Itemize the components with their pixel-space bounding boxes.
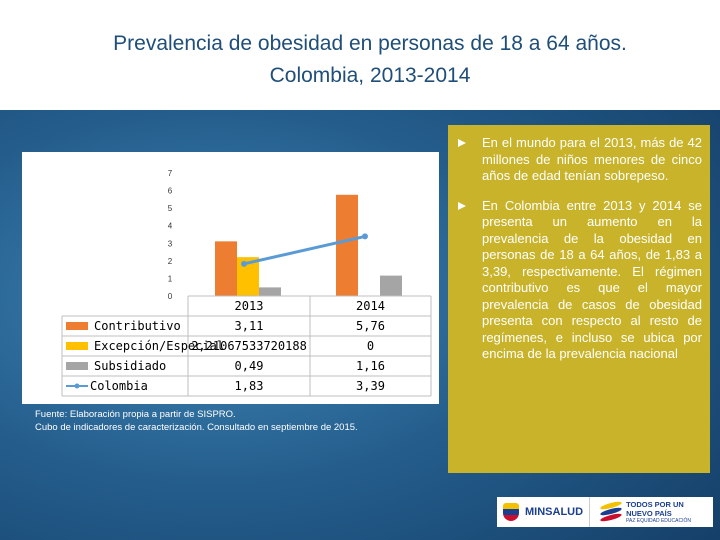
- pais-line2: NUEVO PAÍS: [626, 509, 672, 518]
- pais-line1: TODOS POR UN: [626, 500, 684, 509]
- todos-por-un-nuevo-pais-logo: TODOS POR UN NUEVO PAÍS PAZ EQUIDAD EDUC…: [590, 500, 691, 524]
- bullet-text: En el mundo para el 2013, más de 42 mill…: [482, 135, 702, 183]
- bar: [380, 275, 402, 296]
- line-point: [241, 260, 247, 267]
- side-panel: En el mundo para el 2013, más de 42 mill…: [448, 125, 710, 473]
- y-tick-label: 3: [168, 239, 173, 248]
- table-value: 0: [367, 339, 374, 353]
- bullet-text: En Colombia entre 2013 y 2014 se present…: [482, 197, 702, 362]
- y-tick-label: 1: [168, 274, 173, 283]
- legend-swatch: [66, 322, 88, 330]
- table-value: 2,21067533720188: [191, 339, 307, 353]
- bar: [259, 287, 281, 296]
- y-tick-label: 2: [168, 257, 173, 266]
- y-tick-label: 6: [168, 187, 173, 196]
- y-tick-label: 7: [168, 169, 173, 178]
- triangle-bullet-icon: [458, 201, 466, 210]
- minsalud-label: MINSALUD: [525, 506, 584, 518]
- source-note: Fuente: Elaboración propia a partir de S…: [35, 408, 395, 434]
- slide-title-line2: Colombia, 2013-2014: [269, 64, 471, 87]
- y-tick-label: 0: [168, 292, 173, 301]
- source-line1: Fuente: Elaboración propia a partir de S…: [35, 409, 236, 420]
- logo-strip: MINSALUD TODOS POR UN NUEVO PAÍS PAZ EQU…: [497, 497, 713, 527]
- slide-header: Prevalencia de obesidad en personas de 1…: [0, 0, 720, 110]
- chart-card: 0 1 2 3 4 5 6 7 2013 2014 Contributivo 3,11 5,76 Exce…: [22, 152, 439, 404]
- legend-label: Contributivo: [94, 319, 181, 333]
- minsalud-logo: MINSALUD: [497, 497, 591, 527]
- table-value: 3,39: [356, 379, 385, 393]
- table-category-label: 2014: [356, 299, 385, 313]
- table-value: 0,49: [235, 359, 264, 373]
- legend-line-marker: [74, 383, 80, 389]
- source-line2: Cubo de indicadores de caracterización. …: [35, 422, 358, 433]
- series-line: [243, 234, 366, 266]
- bar: [215, 241, 237, 296]
- table-value: 1,83: [235, 379, 264, 393]
- y-tick-label: 4: [168, 222, 173, 231]
- bar: [336, 194, 358, 296]
- slide-title: Prevalencia de obesidad en personas de 1…: [40, 28, 700, 92]
- legend-label: Excepción/Especial: [94, 339, 224, 353]
- pais-line3: PAZ EQUIDAD EDUCACIÓN: [626, 518, 691, 524]
- table-value: 1,16: [356, 359, 385, 373]
- table-category-label: 2013: [235, 299, 264, 313]
- table-value: 5,76: [356, 319, 385, 333]
- bar: [237, 257, 259, 296]
- table-value: 3,11: [235, 319, 264, 333]
- legend-label: Subsidiado: [94, 359, 166, 373]
- bullet-item: En el mundo para el 2013, más de 42 mill…: [456, 135, 702, 185]
- legend-swatch: [66, 362, 88, 370]
- line-point: [362, 233, 368, 240]
- legend-swatch: [66, 342, 88, 350]
- legend-label: Colombia: [90, 379, 148, 393]
- flag-swoosh-icon: [599, 500, 623, 523]
- coat-of-arms-icon: [503, 503, 519, 521]
- obesity-chart: 0 1 2 3 4 5 6 7 2013 2014 Contributivo 3,11 5,76 Exce…: [61, 169, 432, 397]
- slide-title-line1: Prevalencia de obesidad en personas de 1…: [113, 32, 627, 55]
- y-tick-label: 5: [168, 204, 173, 213]
- triangle-bullet-icon: [458, 139, 466, 147]
- bullet-item: En Colombia entre 2013 y 2014 se present…: [456, 198, 702, 363]
